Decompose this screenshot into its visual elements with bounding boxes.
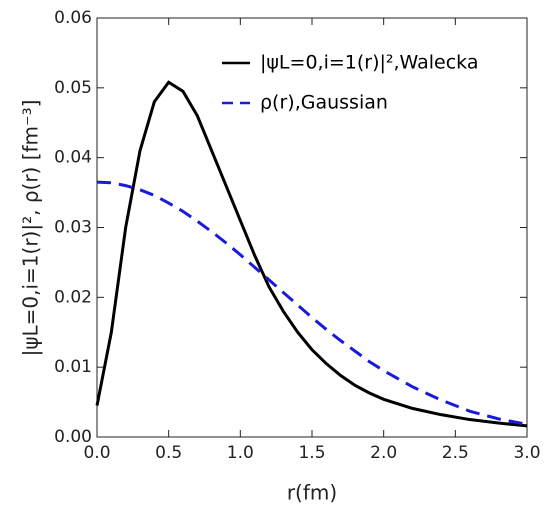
y-tick-label: 0.06 <box>54 8 92 28</box>
y-tick-label: 0.03 <box>54 218 92 238</box>
series-line <box>96 180 528 426</box>
plot-frame <box>96 17 528 438</box>
x-tick-label: 1.5 <box>298 443 325 463</box>
y-tick-label: 0.00 <box>54 427 92 447</box>
legend-label: |ψL=0,i=1(r)|²,Walecka <box>260 52 479 74</box>
x-tick-label: 1.0 <box>227 443 254 463</box>
x-tick-label: 0.5 <box>155 443 182 463</box>
legend-label: ρ(r),Gaussian <box>260 92 388 114</box>
y-tick-label: 0.04 <box>54 148 92 168</box>
x-tick-label: 2.0 <box>370 443 397 463</box>
series-line <box>95 80 528 428</box>
y-tick-label: 0.05 <box>54 78 92 98</box>
x-axis-title: r(fm) <box>287 481 337 505</box>
x-tick-label: 0.0 <box>83 443 110 463</box>
y-axis-title: |ψL=0,i=1(r)|², ρ(r) [fm⁻³] <box>19 100 43 357</box>
y-tick-label: 0.01 <box>54 357 92 377</box>
x-tick-label: 2.5 <box>442 443 469 463</box>
x-tick-label: 3.0 <box>513 443 540 463</box>
y-tick-label: 0.02 <box>54 287 92 307</box>
